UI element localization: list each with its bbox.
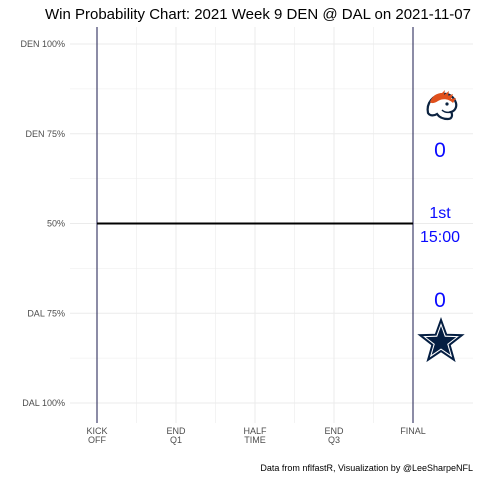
y-tick-label: DEN 75%: [25, 129, 65, 139]
x-tick-label: HALF TIME: [243, 426, 267, 445]
y-tick-label: DAL 75%: [27, 308, 65, 318]
away-team-score: 0: [434, 139, 446, 162]
x-tick-label: FINAL: [400, 426, 426, 436]
y-axis-tick-labels: DEN 100% DEN 75% 50% DAL 75% DAL 100%: [20, 39, 65, 408]
cowboys-star-logo-icon: [417, 317, 465, 363]
chart-caption: Data from nflfastR, Visualization by @Le…: [260, 463, 473, 473]
y-tick-label: 50%: [47, 219, 65, 229]
broncos-logo-icon: [426, 90, 458, 121]
x-tick-label: END Q1: [166, 426, 186, 445]
y-tick-label: DAL 100%: [22, 398, 65, 408]
x-tick-label: KICK OFF: [86, 426, 107, 445]
x-tick-label: END Q3: [324, 426, 344, 445]
x-axis-tick-labels: KICK OFF END Q1 HALF TIME END Q3 FINAL: [86, 426, 425, 445]
y-tick-label: DEN 100%: [20, 39, 65, 49]
game-quarter: 1st: [429, 205, 451, 222]
game-time-remaining: 15:00: [420, 229, 460, 246]
chart-title: Win Probability Chart: 2021 Week 9 DEN @…: [45, 6, 471, 23]
home-team-score: 0: [434, 289, 446, 312]
vertical-markers: [96, 27, 414, 423]
